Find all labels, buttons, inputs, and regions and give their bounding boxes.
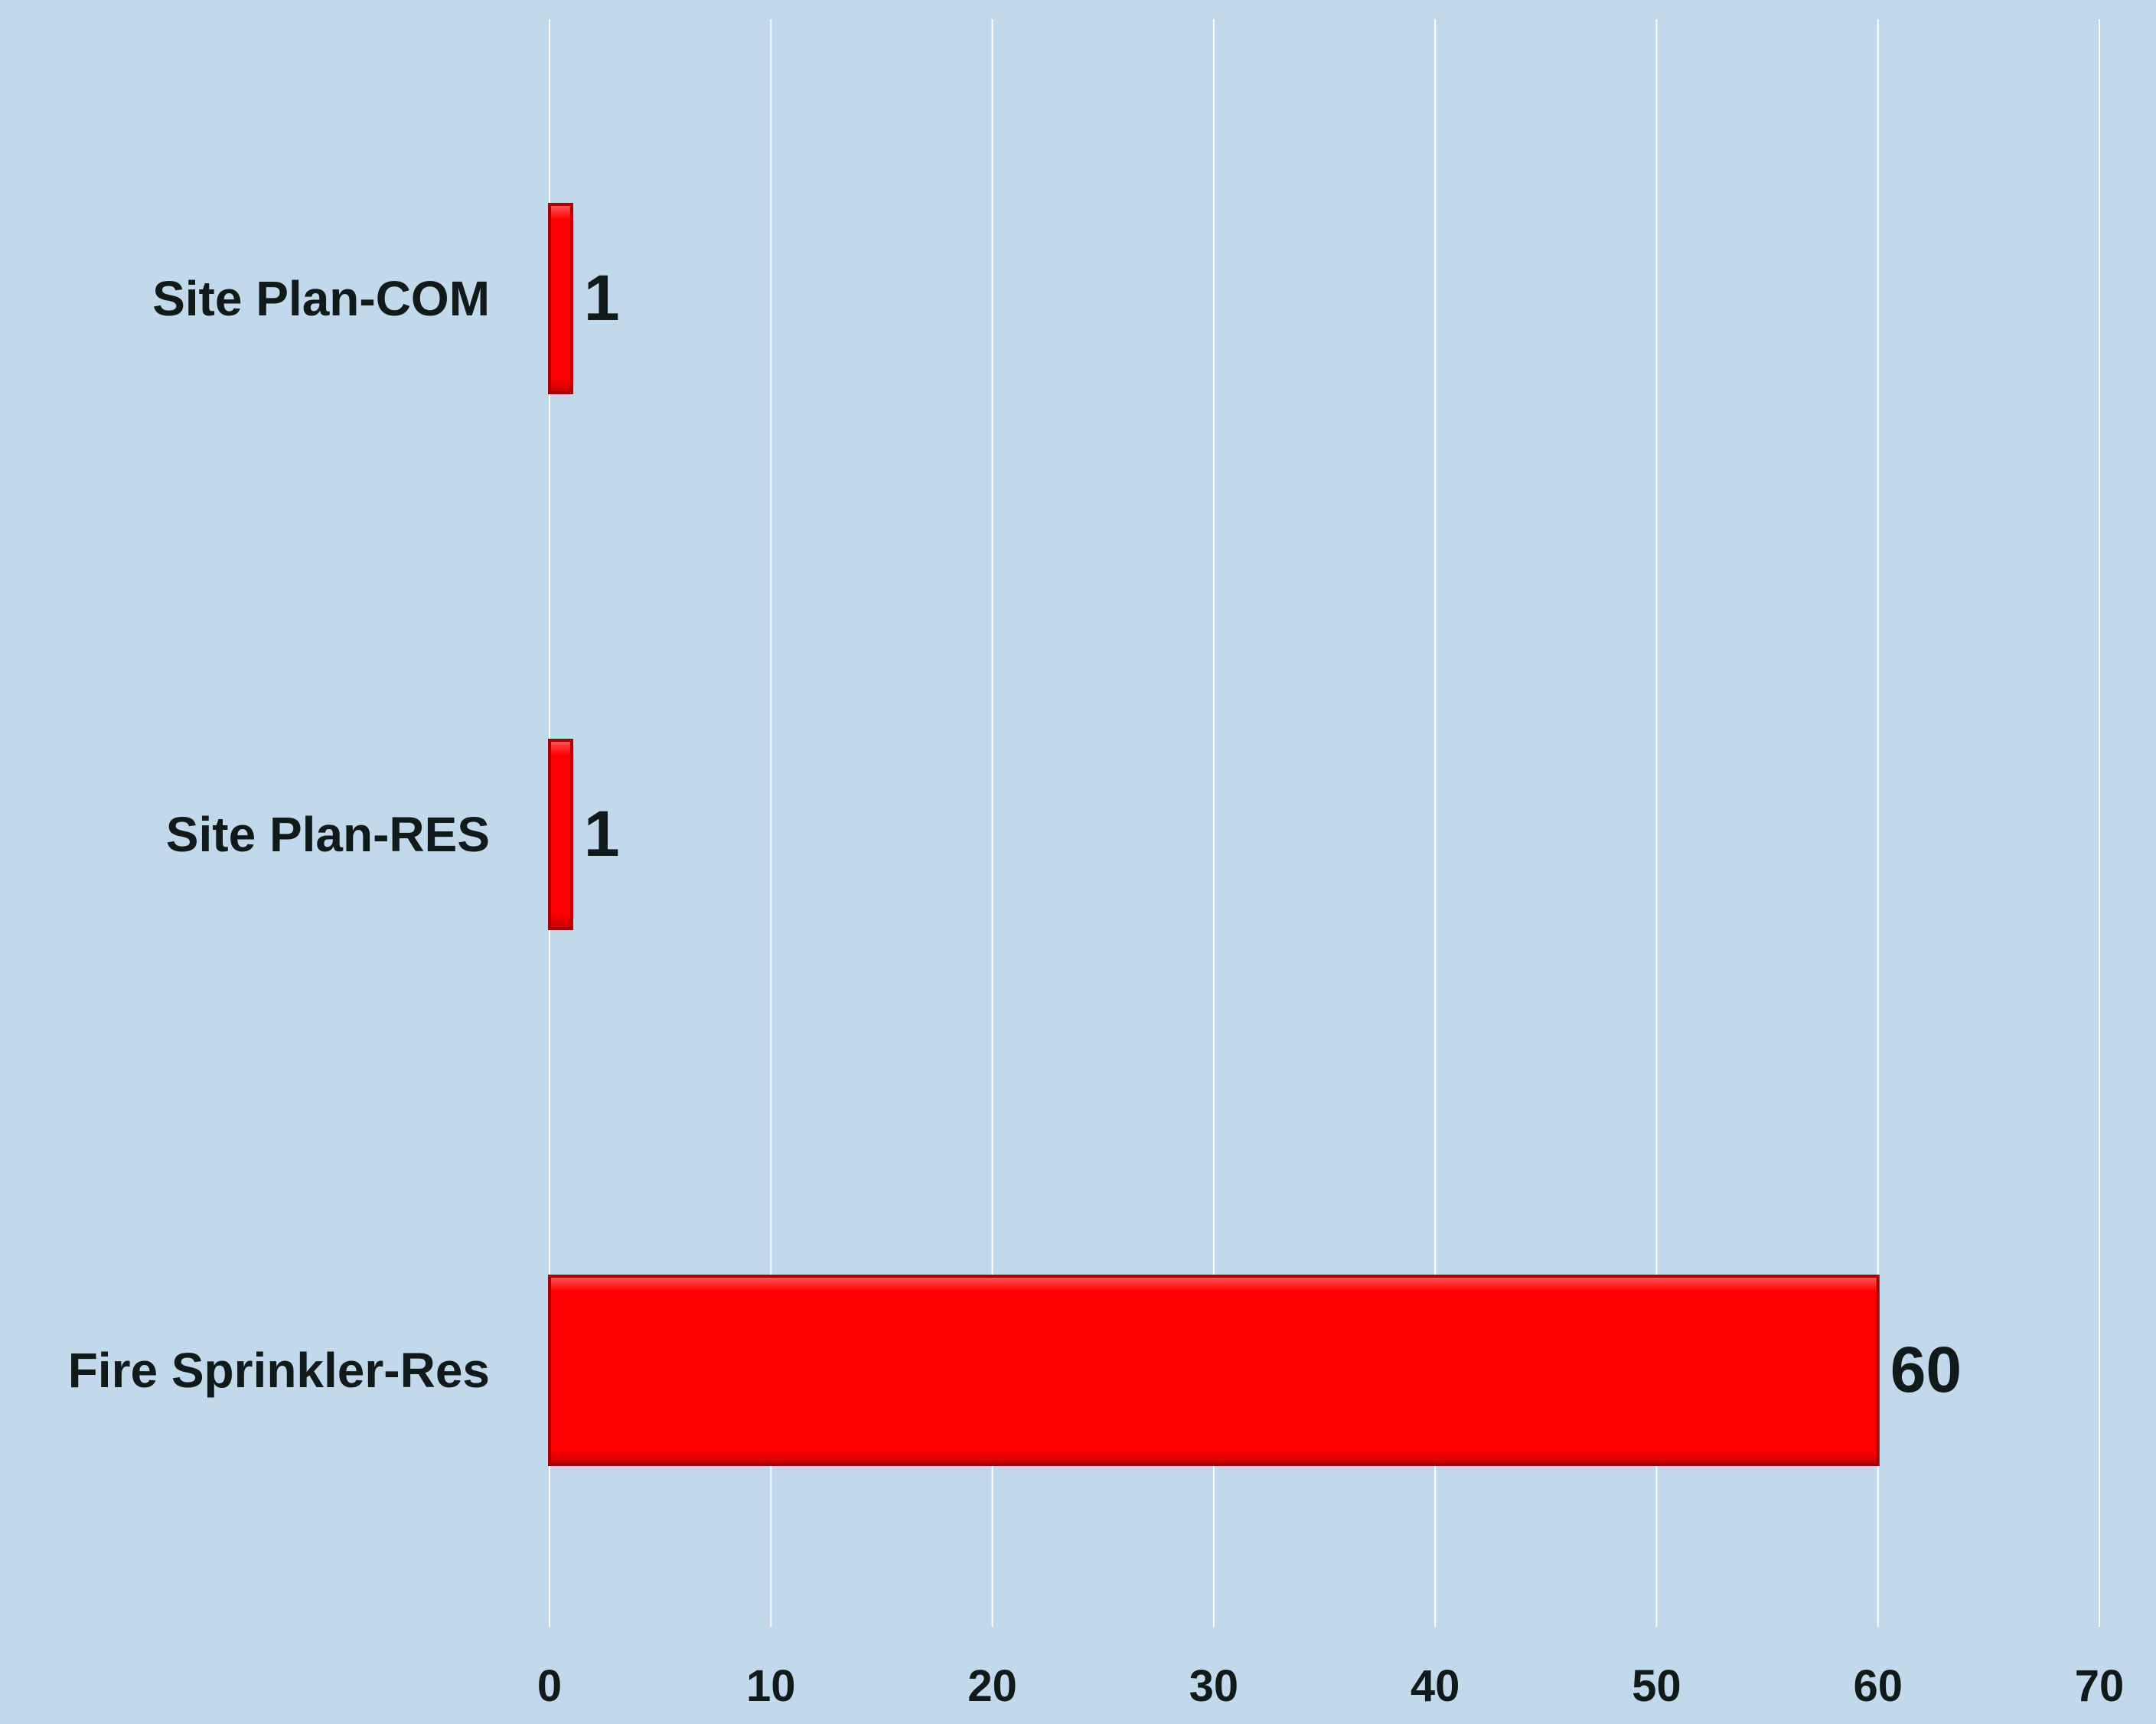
bar bbox=[548, 739, 573, 930]
data-label: 1 bbox=[584, 798, 620, 870]
bar bbox=[548, 1275, 1880, 1466]
x-tick-label: 30 bbox=[1189, 1661, 1239, 1711]
data-label: 1 bbox=[584, 262, 620, 334]
x-tick-label: 40 bbox=[1411, 1661, 1460, 1711]
category-label: Site Plan-RES bbox=[166, 807, 490, 862]
data-label: 60 bbox=[1890, 1334, 1962, 1406]
bars bbox=[548, 203, 1880, 1466]
x-tick-label: 20 bbox=[967, 1661, 1017, 1711]
x-tick-label: 10 bbox=[746, 1661, 796, 1711]
x-tick-label: 60 bbox=[1853, 1661, 1903, 1711]
x-tick-label: 50 bbox=[1632, 1661, 1681, 1711]
data-labels: 1 1 60 bbox=[584, 262, 1962, 1406]
x-tick-label: 0 bbox=[537, 1661, 562, 1711]
gridlines bbox=[549, 19, 2100, 1627]
category-label: Fire Sprinkler-Res bbox=[68, 1343, 490, 1398]
bar bbox=[548, 203, 573, 394]
x-tick-label: 70 bbox=[2075, 1661, 2125, 1711]
category-labels: Site Plan-COM Site Plan-RES Fire Sprinkler… bbox=[68, 271, 490, 1398]
category-label: Site Plan-COM bbox=[152, 271, 490, 326]
x-axis-tick-labels: 0 10 20 30 40 50 60 70 bbox=[537, 1661, 2124, 1711]
